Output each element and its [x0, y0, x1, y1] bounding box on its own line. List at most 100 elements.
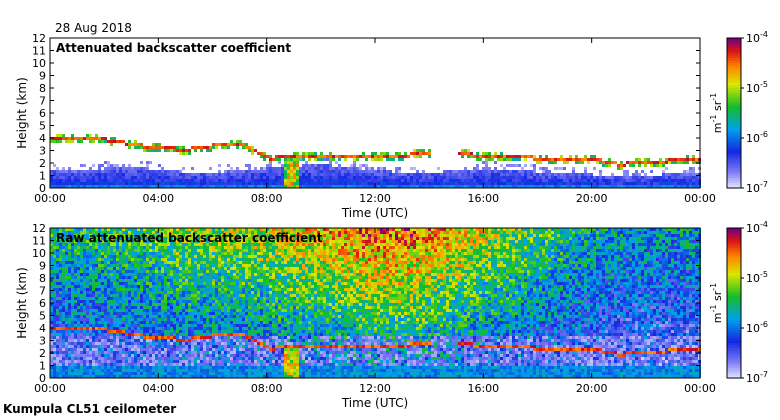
colorbar-frame — [726, 37, 742, 189]
colorbar-segment — [727, 245, 741, 249]
y-tick-label: 9 — [39, 70, 46, 83]
colorbar-segment — [727, 73, 741, 77]
colorbar-segment — [727, 230, 741, 234]
colorbar-segment — [727, 168, 741, 172]
colorbar-segment — [727, 248, 741, 252]
y-tick-label: 9 — [39, 260, 46, 273]
y-tick-label: 3 — [39, 335, 46, 348]
y-tick-label: 8 — [39, 82, 46, 95]
colorbar-segment — [727, 338, 741, 342]
colorbar-segment — [727, 130, 741, 134]
colorbar-segment — [727, 313, 741, 317]
colorbar-segment — [727, 243, 741, 247]
colorbar-segment — [727, 293, 741, 297]
colorbar-segment — [727, 340, 741, 344]
colorbar-segment — [727, 183, 741, 187]
colorbar-segment — [727, 40, 741, 44]
colorbar-segment — [727, 348, 741, 352]
colorbar-segment — [727, 288, 741, 292]
colorbar-segment — [727, 128, 741, 132]
colorbar-segment — [727, 110, 741, 114]
colorbar-segment — [727, 303, 741, 307]
x-tick-label: 12:00 — [359, 382, 391, 395]
colorbar-segment — [727, 140, 741, 144]
colorbar-segment — [727, 53, 741, 57]
colorbar-segment — [727, 153, 741, 157]
y-tick-label: 2 — [39, 347, 46, 360]
y-tick-label: 0 — [39, 372, 46, 385]
colorbar-tick-label: 10-4 — [746, 30, 768, 45]
colorbar-segment — [727, 78, 741, 82]
colorbar-segment — [727, 85, 741, 89]
x-tick-label: 00:00 — [34, 382, 66, 395]
x-tick-label: 00:00 — [684, 192, 716, 205]
colorbar-segment — [727, 45, 741, 49]
colorbar-tick-label: 10-4 — [746, 220, 768, 235]
colorbar-segment — [727, 323, 741, 327]
colorbar-segment — [727, 363, 741, 367]
x-tick-label: 20:00 — [576, 192, 608, 205]
colorbar-segment — [727, 368, 741, 372]
x-tick-label: 16:00 — [467, 192, 499, 205]
colorbar-segment — [727, 80, 741, 84]
x-tick-label: 08:00 — [251, 192, 283, 205]
colorbar-tick-label: 10-5 — [746, 270, 768, 285]
colorbar-segment — [727, 100, 741, 104]
colorbar-segment — [727, 135, 741, 139]
colorbar-segment — [727, 370, 741, 374]
x-tick-label: 12:00 — [359, 192, 391, 205]
colorbar-segment — [727, 308, 741, 312]
heatmap-cells — [50, 134, 701, 188]
y-tick-label: 4 — [39, 132, 46, 145]
colorbar-segment — [727, 315, 741, 319]
colorbar-segment — [727, 155, 741, 159]
y-tick-label: 1 — [39, 360, 46, 373]
colorbar-segment — [727, 265, 741, 269]
colorbar-units: m-1 sr-1 — [709, 93, 724, 133]
colorbar-segment — [727, 148, 741, 152]
colorbar-segment — [727, 165, 741, 169]
colorbar-segment — [727, 328, 741, 332]
colorbar-segment — [727, 170, 741, 174]
x-tick-label: 00:00 — [684, 382, 716, 395]
colorbar-segment — [727, 300, 741, 304]
colorbar-segment — [727, 255, 741, 259]
colorbar-segment — [727, 343, 741, 347]
y-tick-label: 7 — [39, 95, 46, 108]
colorbar-segment — [727, 70, 741, 74]
colorbar-tick-label: 10-6 — [746, 320, 768, 335]
colorbar-segment — [727, 90, 741, 94]
instrument-label: Kumpula CL51 ceilometer — [3, 402, 177, 416]
colorbar-segment — [727, 65, 741, 69]
colorbar-segment — [727, 335, 741, 339]
colorbar-segment — [727, 123, 741, 127]
colorbar-segment — [727, 105, 741, 109]
date-label: 28 Aug 2018 — [55, 21, 132, 35]
colorbar-segment — [727, 305, 741, 309]
colorbar-units: m-1 sr-1 — [709, 283, 724, 323]
colorbar-segment — [727, 125, 741, 129]
colorbar-segment — [727, 325, 741, 329]
colorbar-segment — [727, 373, 741, 377]
y-axis-label: Height (km) — [15, 267, 29, 338]
colorbar-segment — [727, 88, 741, 92]
colorbar-segment — [727, 95, 741, 99]
colorbar-tick-label: 10-7 — [746, 180, 768, 195]
colorbar: 10-7 10-6 10-5 10-4 — [726, 30, 768, 195]
colorbar-segment — [727, 50, 741, 54]
y-tick-label: 7 — [39, 285, 46, 298]
colorbar-segment — [727, 353, 741, 357]
colorbar-segment — [727, 275, 741, 279]
colorbar-segment — [727, 43, 741, 47]
colorbar-segment — [727, 180, 741, 184]
colorbar-segment — [727, 253, 741, 257]
y-tick-label: 0 — [39, 182, 46, 195]
y-tick-label: 4 — [39, 322, 46, 335]
colorbar-segment — [727, 280, 741, 284]
colorbar-segment — [727, 273, 741, 277]
colorbar-segment — [727, 360, 741, 364]
colorbar-segment — [727, 138, 741, 142]
colorbar-segment — [727, 268, 741, 272]
colorbar-segment — [727, 375, 741, 379]
